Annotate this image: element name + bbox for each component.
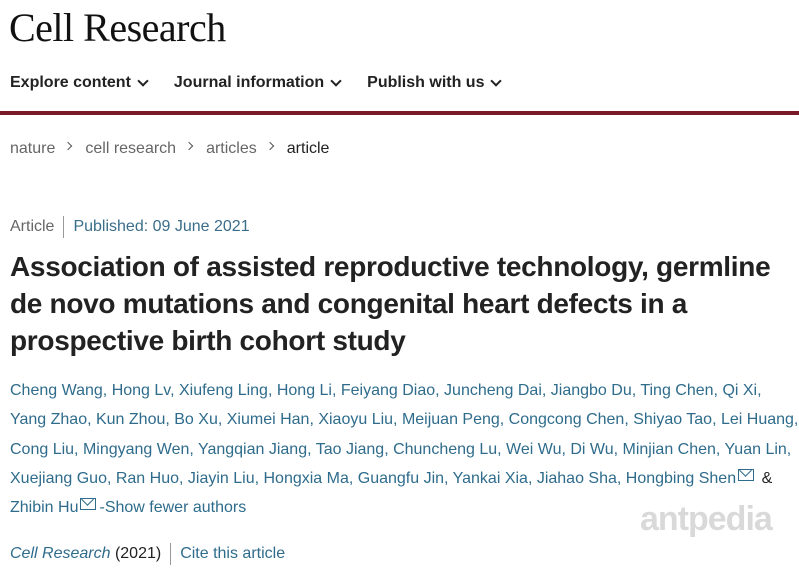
show-fewer-authors-link[interactable]: -Show fewer authors xyxy=(99,499,247,517)
authors-text[interactable]: Cheng Wang, Hong Lv, Xiufeng Ling, Hong … xyxy=(10,382,799,487)
author-shen[interactable]: Shen xyxy=(698,469,737,487)
watermark-logo: antpedia xyxy=(640,500,773,538)
chevron-down-icon xyxy=(137,75,149,87)
published-date: Published: 09 June 2021 xyxy=(73,218,250,235)
breadcrumb-nature[interactable]: nature xyxy=(10,140,56,157)
chevron-right-icon xyxy=(64,141,73,151)
divider xyxy=(63,216,65,238)
email-icon[interactable] xyxy=(80,498,97,511)
chevron-down-icon xyxy=(330,75,342,87)
citation-line: Cell Research (2021) Cite this article xyxy=(10,543,285,565)
chevron-down-icon xyxy=(490,75,503,87)
nav-journal-information[interactable]: Journal information xyxy=(173,74,342,92)
cite-this-article-link[interactable]: Cite this article xyxy=(180,545,286,562)
journal-name[interactable]: Cell Research xyxy=(10,545,111,562)
chevron-right-icon xyxy=(265,141,275,151)
breadcrumb-current: article xyxy=(286,140,330,157)
breadcrumb: nature cell research articles article xyxy=(10,140,329,158)
author-list: Cheng Wang, Hong Lv, Xiufeng Ling, Hong … xyxy=(10,376,799,522)
ampersand: & xyxy=(761,469,773,487)
author-hu[interactable]: Zhibin Hu xyxy=(10,499,79,517)
email-icon[interactable] xyxy=(738,468,755,481)
nav-label: Explore content xyxy=(10,74,131,91)
journal-logo[interactable]: Cell Research xyxy=(9,5,226,50)
nav-label: Publish with us xyxy=(367,74,485,91)
year: (2021) xyxy=(114,545,162,562)
header-divider xyxy=(0,111,799,115)
nav-publish-with-us[interactable]: Publish with us xyxy=(367,74,503,92)
article-meta: Article Published: 09 June 2021 xyxy=(10,216,250,238)
breadcrumb-articles[interactable]: articles xyxy=(206,140,257,157)
article-title: Association of assisted reproductive tec… xyxy=(10,251,771,356)
breadcrumb-cell-research[interactable]: cell research xyxy=(85,140,177,157)
article-type: Article xyxy=(10,218,55,235)
chevron-right-icon xyxy=(184,141,194,151)
nav-explore-content[interactable]: Explore content xyxy=(10,74,149,92)
divider xyxy=(170,543,172,565)
main-nav: Explore content Journal information Publ… xyxy=(10,74,527,92)
nav-label: Journal information xyxy=(173,74,325,91)
